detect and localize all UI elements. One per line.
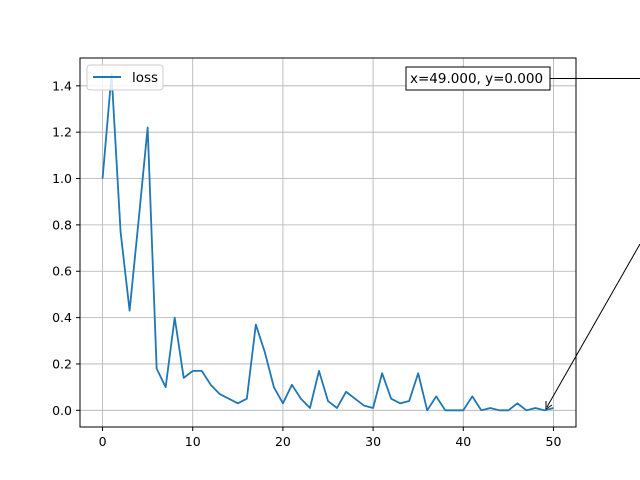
y-tick-label: 0.6 [52, 264, 72, 279]
annotation: x=49.000, y=0.000 [405, 66, 640, 410]
legend: loss [86, 64, 164, 91]
x-tick-label: 0 [99, 434, 107, 449]
grid [80, 58, 576, 427]
legend-label-loss: loss [132, 70, 158, 86]
x-tick-label: 30 [365, 434, 381, 449]
plot-frame [79, 57, 577, 428]
legend-box [86, 64, 164, 91]
x-tick-label: 50 [546, 434, 562, 449]
y-tick-label: 0.2 [52, 356, 72, 371]
tick-layer: 0 10 20 30 40 50 0.0 0.2 0.4 0.6 0.8 1.0 1.2 1.4 [52, 78, 561, 449]
annotation-box [405, 66, 551, 91]
y-tick-label: 1.2 [52, 125, 72, 140]
annotation-arrow [546, 243, 640, 408]
y-tick-label: 1.0 [52, 171, 72, 186]
y-tick-label: 0.8 [52, 217, 72, 232]
x-tick-label: 40 [455, 434, 471, 449]
y-tick-label: 0.4 [52, 310, 72, 325]
annotation-arrowhead [545, 401, 553, 410]
series-line-loss [101, 73, 554, 412]
annotation-label: x=49.000, y=0.000 [410, 71, 543, 87]
series-layer [101, 73, 554, 412]
y-tick-label: 1.4 [52, 78, 72, 93]
x-tick-label: 20 [275, 434, 291, 449]
y-tick-label: 0.0 [52, 403, 72, 418]
x-tick-label: 10 [185, 434, 201, 449]
